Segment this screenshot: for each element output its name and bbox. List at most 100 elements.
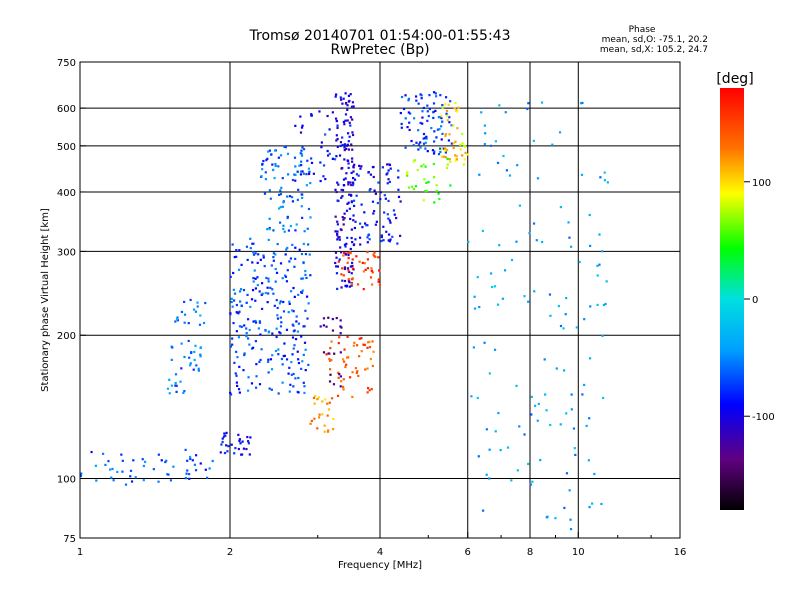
echo-point: [232, 288, 235, 291]
echo-point: [281, 277, 284, 280]
echo-point: [260, 307, 264, 311]
echo-point: [436, 128, 439, 131]
echo-point: [422, 137, 425, 140]
echo-point: [581, 101, 584, 105]
echo-point: [238, 325, 242, 328]
echo-point: [407, 99, 410, 102]
echo-point: [419, 121, 422, 125]
echo-point: [254, 321, 258, 324]
echo-point: [261, 292, 264, 295]
echo-point: [298, 248, 301, 251]
echo-point: [219, 451, 222, 454]
echo-point: [326, 154, 330, 157]
echo-point: [382, 225, 385, 228]
echo-point: [231, 243, 234, 246]
echo-point: [422, 142, 426, 145]
echo-point: [157, 480, 160, 483]
echo-point: [302, 148, 306, 151]
echo-point: [527, 300, 530, 303]
echo-point: [116, 470, 119, 474]
echo-point: [342, 254, 345, 257]
echo-point: [356, 370, 359, 373]
echo-point: [351, 118, 354, 121]
echo-point: [280, 186, 283, 189]
echo-point: [260, 348, 263, 351]
echo-point: [297, 358, 300, 361]
echo-point: [325, 353, 328, 356]
echo-point: [499, 449, 502, 452]
stats-heading: Phase: [629, 25, 656, 35]
echo-point: [296, 198, 299, 201]
echo-point: [343, 251, 346, 254]
echo-point: [327, 408, 331, 411]
echo-point: [175, 317, 179, 321]
echo-point: [532, 222, 536, 225]
echo-point: [414, 95, 418, 98]
echo-point: [452, 142, 455, 145]
echo-point: [417, 102, 420, 105]
echo-point: [249, 237, 252, 240]
echo-point: [389, 238, 392, 241]
echo-point: [229, 345, 232, 348]
echo-point: [343, 184, 346, 187]
echo-point: [342, 388, 345, 391]
echo-point: [183, 389, 186, 393]
echo-point: [559, 324, 563, 328]
echo-point: [267, 358, 270, 361]
echo-point: [345, 209, 349, 212]
echo-point: [343, 158, 346, 161]
echo-point: [388, 163, 392, 167]
echo-point: [164, 460, 167, 464]
echo-point: [294, 229, 297, 232]
echo-point: [433, 130, 436, 133]
echo-point: [172, 465, 175, 468]
echo-point: [450, 142, 453, 145]
echo-point: [317, 396, 321, 399]
echo-point: [238, 290, 242, 293]
echo-point: [176, 319, 180, 322]
echo-point: [378, 269, 381, 272]
echo-point: [359, 222, 362, 225]
echo-point: [332, 383, 336, 386]
echo-point: [353, 163, 356, 166]
echo-point: [197, 369, 200, 372]
echo-point: [350, 228, 353, 231]
echo-point: [319, 179, 322, 183]
echo-point: [570, 408, 573, 411]
echo-point: [567, 221, 570, 224]
echo-point: [301, 146, 304, 149]
echo-point: [559, 205, 562, 209]
echo-point: [372, 175, 375, 179]
colorbar-tick-label: 100: [752, 178, 771, 189]
echo-point: [297, 188, 300, 191]
echo-point: [391, 235, 394, 238]
echo-point: [275, 299, 278, 302]
echo-point: [267, 371, 270, 374]
echo-point: [337, 371, 340, 374]
echo-point: [80, 474, 82, 478]
echo-point: [413, 117, 416, 120]
echo-point: [186, 459, 189, 462]
echo-point: [307, 243, 310, 246]
echo-point: [237, 336, 240, 339]
echo-point: [380, 234, 383, 237]
echo-point: [183, 300, 186, 304]
echo-point: [231, 305, 234, 308]
echo-point: [515, 384, 518, 387]
echo-point: [280, 357, 284, 361]
echo-point: [399, 111, 402, 115]
echo-point: [445, 112, 448, 115]
echo-point: [297, 322, 301, 325]
echo-point: [455, 158, 459, 161]
echo-point: [397, 188, 400, 191]
colorbar-tick-label: 0: [752, 295, 758, 306]
echo-point: [306, 159, 309, 162]
echo-point: [265, 276, 268, 280]
echo-point: [194, 454, 198, 457]
echo-point: [342, 120, 346, 124]
echo-point: [175, 384, 178, 387]
echo-point: [278, 302, 281, 305]
echo-point: [423, 178, 426, 181]
echo-point: [336, 181, 339, 184]
echo-point: [240, 325, 243, 328]
